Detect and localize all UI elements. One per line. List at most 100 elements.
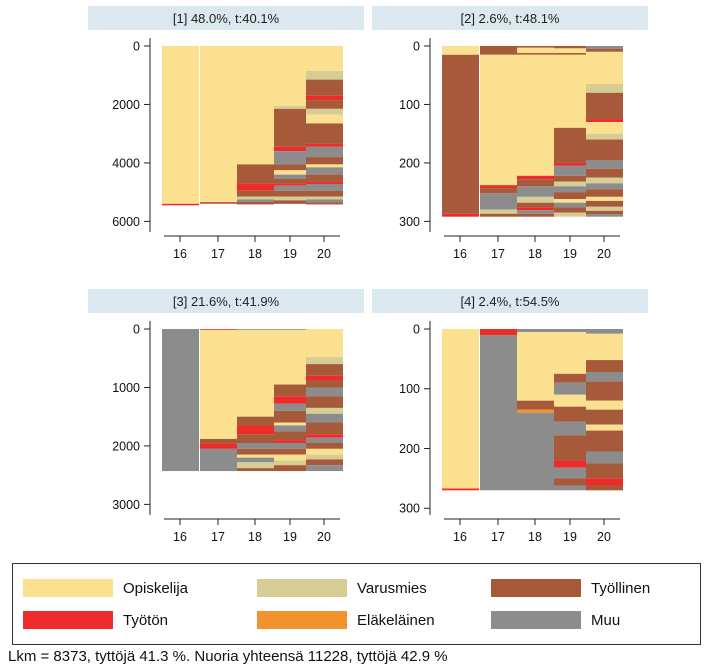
state-segment-va [586, 177, 623, 184]
state-segment-va [586, 133, 623, 140]
state-segment-mu [554, 186, 586, 193]
state-segment-mu [306, 146, 343, 158]
state-segment-mu [586, 160, 623, 169]
state-segment-mu [554, 485, 586, 491]
x-tick-label: 17 [491, 247, 505, 261]
state-segment-op [306, 329, 343, 358]
state-segment-ty [480, 46, 517, 55]
state-segment-op [442, 46, 479, 55]
state-segment-mu [306, 183, 343, 191]
state-segment-ty [237, 448, 274, 455]
state-segment-ty [586, 409, 623, 425]
state-segment-mu [237, 457, 274, 463]
state-segment-ty [237, 434, 274, 443]
legend-swatch-tyollinen [491, 579, 581, 597]
state-segment-mu [554, 202, 586, 208]
state-segment-mu [480, 193, 517, 210]
state-segment-mu [306, 199, 343, 203]
legend-swatch-opiskelija [23, 579, 113, 597]
x-tick-label: 19 [283, 530, 297, 544]
state-segment-va [306, 196, 343, 200]
state-segment-op [586, 400, 623, 410]
state-segment-va [554, 212, 586, 217]
x-tick-label: 20 [597, 247, 611, 261]
state-segment-va [517, 196, 554, 203]
state-segment-tt [554, 460, 586, 468]
legend-label-tyoton: Työtön [123, 611, 169, 629]
state-segment-ty [200, 438, 237, 444]
state-segment-ty [554, 192, 586, 200]
state-segment-ty [237, 468, 274, 472]
legend-label-muu: Muu [591, 611, 621, 629]
state-segment-mu [586, 329, 623, 334]
state-segment-va [274, 460, 306, 466]
y-tick-label: 1000 [112, 381, 140, 395]
state-segment-op [274, 170, 306, 175]
x-tick-label: 16 [453, 247, 467, 261]
state-segment-ty [306, 443, 343, 449]
state-segment-op [586, 122, 623, 134]
state-segment-ty [554, 435, 586, 461]
state-segment-el [517, 409, 554, 413]
state-segment-ty [586, 360, 623, 373]
state-segment-va [274, 105, 306, 109]
state-segment-mu [554, 165, 586, 176]
state-segment-ty [442, 54, 479, 214]
state-segment-ty [306, 202, 343, 205]
state-segment-va [306, 407, 343, 414]
state-segment-op [306, 164, 343, 168]
state-segment-ty [274, 179, 306, 184]
state-segment-mu [517, 329, 554, 332]
state-segment-ty [274, 410, 306, 423]
state-segment-ty [306, 174, 343, 182]
state-segment-tt [274, 440, 306, 443]
state-segment-ty [274, 164, 306, 171]
state-segment-ty [237, 164, 274, 184]
state-segment-tt [586, 119, 623, 122]
x-tick-label: 19 [563, 247, 577, 261]
state-segment-mu [306, 387, 343, 397]
state-segment-mu [274, 425, 306, 432]
state-segment-tt [274, 146, 306, 152]
state-segment-mu [237, 329, 274, 330]
state-segment-tt [306, 375, 343, 381]
state-segment-ty [586, 189, 623, 197]
state-segment-ty [274, 384, 306, 397]
panel-title-strip [372, 289, 648, 313]
state-segment-ty [274, 465, 306, 472]
state-segment-op [442, 329, 479, 489]
state-segment-ty [586, 381, 623, 401]
state-segment-mu [517, 412, 554, 491]
x-tick-label: 18 [248, 530, 262, 544]
legend-item-muu: Muu [491, 610, 620, 630]
state-segment-mu [586, 46, 623, 49]
y-tick-label: 200 [399, 442, 420, 456]
state-segment-op [306, 448, 343, 455]
x-tick-label: 19 [563, 530, 577, 544]
state-segment-ty [517, 53, 554, 55]
x-tick-label: 18 [528, 530, 542, 544]
y-tick-label: 0 [413, 40, 420, 54]
state-segment-ty [306, 396, 343, 408]
state-segment-mu [274, 403, 306, 411]
state-segment-op [554, 48, 586, 54]
x-tick-label: 19 [283, 247, 297, 261]
y-tick-label: 6000 [112, 215, 140, 229]
state-segment-mu [274, 329, 306, 330]
state-segment-tt [237, 425, 274, 435]
state-segment-ty [306, 459, 343, 466]
state-segment-ty [554, 53, 586, 55]
state-segment-ty [306, 364, 343, 376]
x-tick-label: 17 [211, 530, 225, 544]
x-tick-label: 20 [597, 530, 611, 544]
state-segment-mu [586, 183, 623, 190]
y-tick-label: 300 [399, 215, 420, 229]
state-segment-ty [306, 79, 343, 96]
state-segment-mu [274, 174, 306, 179]
state-segment-tt [274, 183, 306, 186]
state-segment-ty [274, 108, 306, 147]
state-segment-op [586, 196, 623, 201]
state-segment-ty [237, 201, 274, 205]
state-segment-tt [480, 185, 517, 189]
state-segment-op [517, 54, 554, 176]
